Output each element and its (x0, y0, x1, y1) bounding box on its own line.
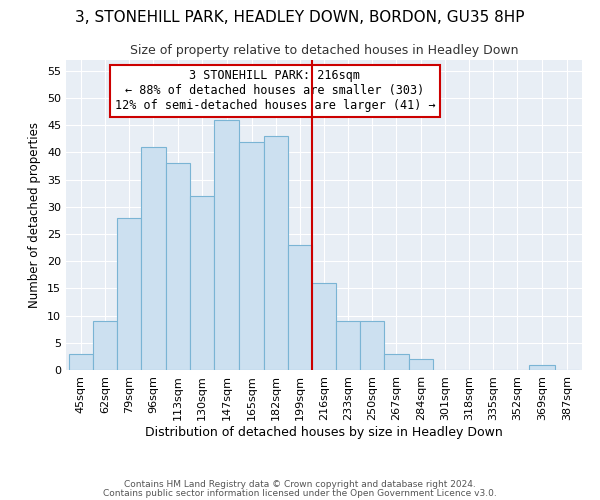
Bar (360, 321, 385, 370)
Bar (142, 147, 166, 370)
Text: 3, STONEHILL PARK, HEADLEY DOWN, BORDON, GU35 8HP: 3, STONEHILL PARK, HEADLEY DOWN, BORDON,… (75, 10, 525, 25)
Bar (312, 283, 336, 370)
Bar (239, 142, 263, 370)
Bar (529, 364, 555, 370)
Bar (288, 245, 312, 370)
Text: Contains HM Land Registry data © Crown copyright and database right 2024.: Contains HM Land Registry data © Crown c… (124, 480, 476, 489)
Text: Contains public sector information licensed under the Open Government Licence v3: Contains public sector information licen… (103, 488, 497, 498)
Title: Size of property relative to detached houses in Headley Down: Size of property relative to detached ho… (130, 44, 518, 58)
Bar (336, 321, 360, 370)
Bar (263, 136, 288, 370)
Bar (409, 359, 433, 370)
Text: 3 STONEHILL PARK: 216sqm
← 88% of detached houses are smaller (303)
12% of semi-: 3 STONEHILL PARK: 216sqm ← 88% of detach… (115, 70, 435, 112)
Bar (69, 354, 93, 370)
Bar (385, 354, 409, 370)
Bar (166, 164, 190, 370)
Bar (93, 321, 117, 370)
Y-axis label: Number of detached properties: Number of detached properties (28, 122, 41, 308)
X-axis label: Distribution of detached houses by size in Headley Down: Distribution of detached houses by size … (145, 426, 503, 438)
Bar (214, 120, 239, 370)
Bar (190, 196, 214, 370)
Bar (117, 218, 142, 370)
